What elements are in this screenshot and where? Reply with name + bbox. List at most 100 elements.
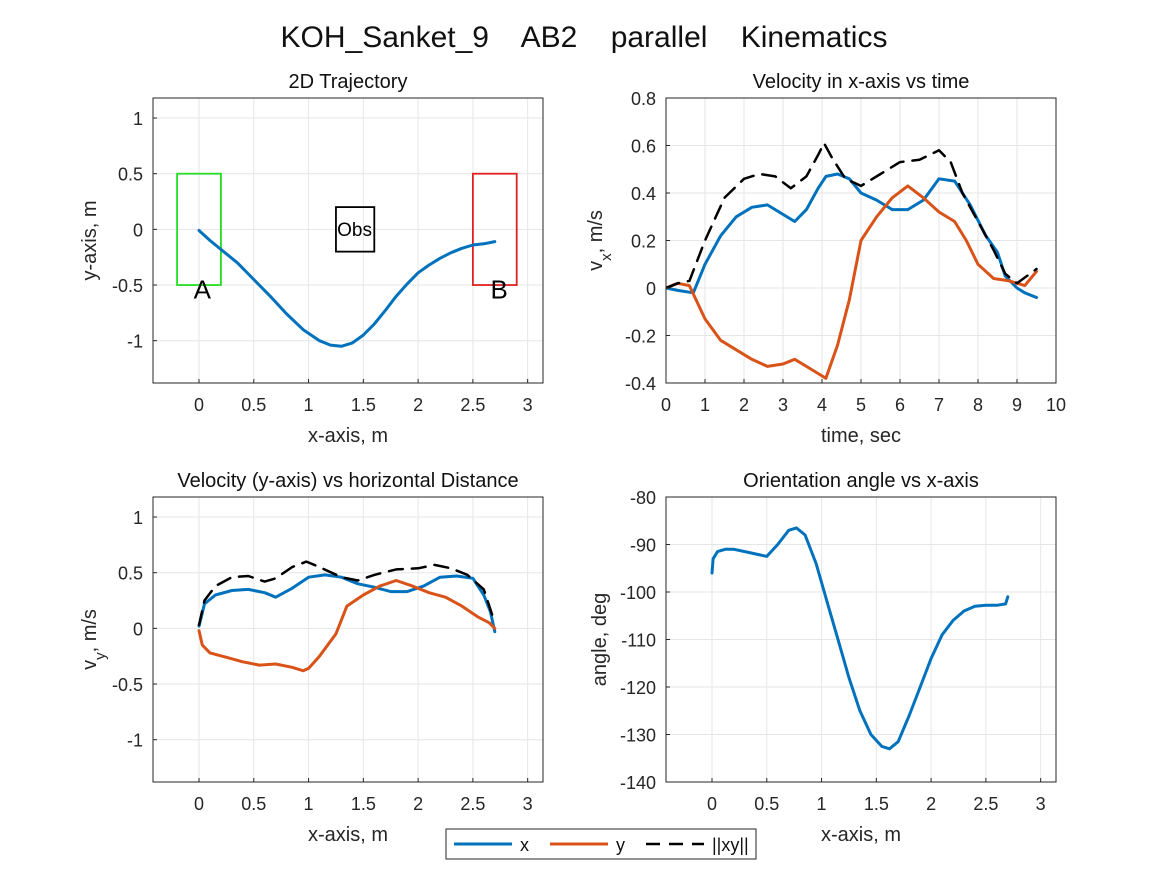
x-tick-label: 0 bbox=[194, 395, 204, 415]
chart-title: 2D Trajectory bbox=[289, 71, 408, 93]
x-tick-label: 10 bbox=[1046, 395, 1066, 415]
y-tick-label: -110 bbox=[621, 631, 656, 651]
x-axis-label: x-axis, m bbox=[308, 425, 388, 447]
legend: x y ||xy|| bbox=[445, 828, 757, 860]
chart-orientation-angle: 0 0.5 1 1.5 2 2.5 3 -140 -130 -120 -110 -100 -90 -80 O… bbox=[589, 470, 1057, 846]
y-tick-label: -90 bbox=[630, 536, 656, 556]
x-tick-label: 0 bbox=[707, 794, 717, 814]
axes-frame bbox=[152, 496, 544, 783]
y-tick-label: 0 bbox=[646, 279, 656, 299]
y-tick-label: 0.2 bbox=[631, 232, 656, 252]
region-box-xy bbox=[335, 206, 376, 253]
plot-area bbox=[153, 497, 543, 782]
y-axis-label: vy, m/s bbox=[79, 609, 109, 670]
x-tick-label: 1.5 bbox=[864, 794, 889, 814]
region-box-start_box bbox=[176, 172, 222, 286]
y-tick-label: 0 bbox=[133, 619, 143, 639]
x-tick-label: 0.5 bbox=[241, 794, 266, 814]
y-tick-label: 1 bbox=[133, 508, 143, 528]
x-tick-label: 0 bbox=[194, 794, 204, 814]
plot-content bbox=[197, 560, 497, 673]
x-axis-label: time, sec bbox=[821, 425, 901, 447]
y-axis-label: angle, deg bbox=[589, 593, 611, 686]
y-tick-label: -1 bbox=[127, 332, 143, 352]
x-tick-label: 1 bbox=[304, 794, 314, 814]
series-line-x bbox=[197, 229, 497, 348]
x-tick-label: 3 bbox=[523, 794, 533, 814]
x-tick-label: 2.5 bbox=[973, 794, 998, 814]
annotation-label: Obs bbox=[337, 220, 372, 241]
x-axis-label: x-axis, m bbox=[308, 824, 388, 846]
x-tick-label: 0.5 bbox=[241, 395, 266, 415]
y-axis-label: vx, m/s bbox=[585, 210, 615, 271]
legend-label-xy: ||xy|| bbox=[712, 835, 749, 855]
x-tick-label: 3 bbox=[1036, 794, 1046, 814]
chart-velocity-x-vs-time: 0 1 2 3 4 5 6 7 8 9 10 -0.4 -0.2 0 0.2 0.4 0.6 0.8 Velocit… bbox=[585, 71, 1066, 447]
x-tick-label: 1.5 bbox=[351, 794, 376, 814]
x-tick-label: 3 bbox=[778, 395, 788, 415]
y-tick-label: 0.5 bbox=[118, 165, 143, 185]
x-tick-label: 3 bbox=[523, 395, 533, 415]
series-line-x bbox=[666, 172, 1038, 299]
x-tick-label: 6 bbox=[895, 395, 905, 415]
legend-label-y: y bbox=[616, 835, 625, 855]
x-tick-label: 2 bbox=[413, 794, 423, 814]
chart-title: Velocity (y-axis) vs horizontal Distance bbox=[177, 470, 518, 492]
plot-area bbox=[153, 98, 543, 383]
y-tick-label: 0.6 bbox=[631, 137, 656, 157]
series-line-y bbox=[666, 184, 1038, 380]
figure-title: KOH_Sanket_9 AB2 parallel Kinematics bbox=[281, 21, 888, 54]
series-line-y bbox=[197, 579, 497, 673]
x-tick-label: 0.5 bbox=[754, 794, 779, 814]
x-tick-label: 1 bbox=[700, 395, 710, 415]
y-axis-label: y-axis, m bbox=[79, 201, 101, 281]
series-line-xy bbox=[197, 560, 497, 627]
x-tick-label: 5 bbox=[856, 395, 866, 415]
chart-2d-trajectory: A B Obs 0 0.5 1 1.5 2 2.5 3 -1 -0.5 0 0.5 1 2D Trajecto… bbox=[79, 71, 544, 447]
plot-content bbox=[666, 141, 1038, 380]
y-tick-label: -0.4 bbox=[625, 374, 656, 394]
x-tick-label: 9 bbox=[1012, 395, 1022, 415]
x-tick-label: 1 bbox=[304, 395, 314, 415]
y-tick-label: 0.4 bbox=[631, 184, 656, 204]
x-tick-label: 2 bbox=[926, 794, 936, 814]
x-tick-label: 8 bbox=[973, 395, 983, 415]
annotation-label: A bbox=[194, 274, 212, 304]
y-tick-label: 0 bbox=[133, 220, 143, 240]
x-tick-label: 0 bbox=[661, 395, 671, 415]
y-tick-label: -0.5 bbox=[112, 276, 143, 296]
x-tick-label: 1.5 bbox=[351, 395, 376, 415]
chart-title: Orientation angle vs x-axis bbox=[743, 470, 979, 492]
annotation-label: B bbox=[491, 274, 508, 304]
y-tick-label: -100 bbox=[620, 583, 656, 603]
y-tick-label: -1 bbox=[127, 731, 143, 751]
x-tick-label: 1 bbox=[817, 794, 827, 814]
plot-content bbox=[176, 172, 518, 348]
y-tick-label: -0.5 bbox=[112, 675, 143, 695]
y-tick-label: -120 bbox=[620, 678, 656, 698]
legend-label-x: x bbox=[520, 835, 529, 855]
y-tick-label: 0.8 bbox=[631, 89, 656, 109]
x-tick-label: 2.5 bbox=[460, 395, 485, 415]
x-tick-label: 2.5 bbox=[460, 794, 485, 814]
plot-content bbox=[710, 526, 1010, 751]
y-tick-label: 1 bbox=[133, 109, 143, 129]
x-tick-label: 2 bbox=[739, 395, 749, 415]
series-line-xy bbox=[666, 141, 1038, 290]
x-tick-label: 4 bbox=[817, 395, 827, 415]
axes-frame bbox=[152, 97, 544, 384]
series-line-x bbox=[197, 573, 497, 634]
chart-title: Velocity in x-axis vs time bbox=[753, 71, 970, 93]
x-tick-label: 7 bbox=[934, 395, 944, 415]
y-tick-label: -0.2 bbox=[625, 327, 656, 347]
y-tick-label: -140 bbox=[620, 773, 656, 793]
y-tick-label: -130 bbox=[620, 726, 656, 746]
region-box-end_box bbox=[471, 172, 518, 286]
x-tick-label: 2 bbox=[413, 395, 423, 415]
series-line-x bbox=[710, 526, 1010, 751]
y-tick-label: -80 bbox=[630, 488, 656, 508]
x-axis-label: x-axis, m bbox=[821, 824, 901, 846]
y-tick-label: 0.5 bbox=[118, 564, 143, 584]
chart-velocity-y-vs-distance: 0 0.5 1 1.5 2 2.5 3 -1 -0.5 0 0.5 1 Velocity (y-axis… bbox=[79, 470, 544, 846]
